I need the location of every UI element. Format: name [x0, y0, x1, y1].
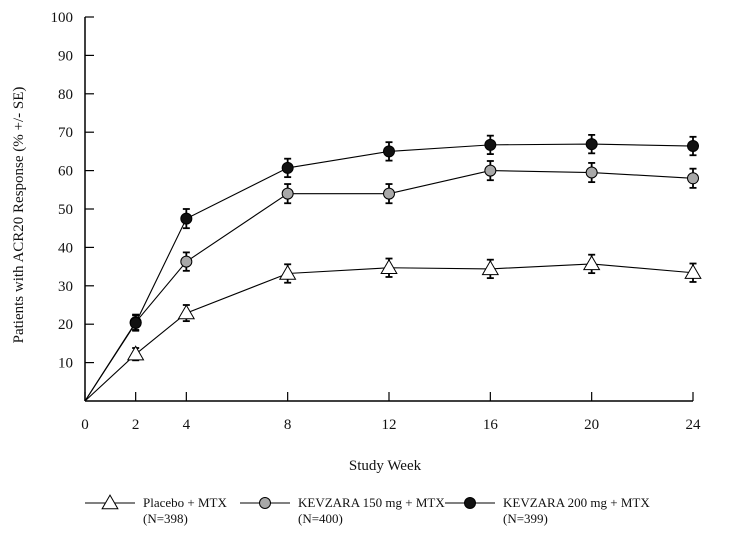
point-marker: [464, 497, 476, 509]
y-ticks: 10 20 30 40 50 60 70 80 90 100: [51, 10, 94, 372]
legend-label-kevzara-150: KEVZARA 150 mg + MTX: [298, 495, 445, 510]
x-ticks: 0 2 4 8 12 16 20 24: [81, 392, 701, 433]
y-tick-label: 80: [58, 87, 73, 103]
legend-item-kevzara-200: KEVZARA 200 mg + MTX (N=399): [445, 495, 650, 526]
point-marker: [177, 304, 196, 320]
x-axis-title: Study Week: [349, 458, 422, 474]
point-marker: [129, 317, 142, 330]
point-marker: [484, 164, 497, 177]
point-marker: [278, 264, 297, 280]
point-marker: [484, 138, 497, 151]
y-tick-label: 20: [58, 317, 73, 333]
y-axis-title: Patients with ACR20 Response (% +/- SE): [11, 87, 27, 344]
series-line: [84, 143, 694, 402]
x-tick-label: 4: [183, 417, 191, 433]
y-tick-label: 40: [58, 240, 73, 256]
x-tick-label: 16: [483, 417, 499, 433]
legend-symbol-kevzara-150: [240, 497, 290, 509]
point-marker: [180, 212, 193, 225]
x-tick-label: 20: [584, 417, 599, 433]
legend-item-kevzara-150: KEVZARA 150 mg + MTX (N=400): [240, 495, 445, 526]
point-marker: [684, 263, 702, 279]
point-marker: [281, 161, 294, 174]
y-tick-label: 70: [58, 125, 73, 141]
point-marker: [687, 172, 699, 185]
x-tick-label: 12: [382, 417, 397, 433]
legend: Placebo + MTX (N=398) KEVZARA 150 mg + M…: [85, 494, 650, 526]
point-marker: [380, 258, 398, 274]
legend-n-placebo: (N=398): [143, 511, 188, 526]
point-marker: [481, 260, 500, 276]
point-marker: [687, 140, 699, 153]
legend-n-kevzara-150: (N=400): [298, 511, 343, 526]
series-placebo: [84, 253, 702, 402]
point-marker: [259, 497, 271, 509]
point-marker: [582, 255, 601, 271]
x-tick-label: 0: [81, 417, 89, 433]
series-kevzara-200: [84, 133, 699, 402]
y-tick-label: 90: [58, 48, 73, 64]
x-tick-label: 24: [686, 417, 702, 433]
x-tick-label: 8: [284, 417, 292, 433]
legend-label-kevzara-200: KEVZARA 200 mg + MTX: [503, 495, 650, 510]
point-marker: [126, 345, 145, 361]
x-tick-label: 2: [132, 417, 140, 433]
point-marker: [180, 255, 193, 268]
point-marker: [383, 145, 395, 158]
legend-label-placebo: Placebo + MTX: [143, 495, 227, 510]
series-layer: [84, 133, 702, 402]
y-tick-label: 60: [58, 164, 73, 180]
series-line: [84, 263, 694, 402]
point-marker: [281, 187, 294, 200]
point-marker: [383, 187, 395, 200]
legend-item-placebo: Placebo + MTX (N=398): [85, 494, 227, 526]
point-marker: [585, 166, 598, 179]
legend-symbol-placebo: [85, 494, 135, 510]
series-kevzara-150: [84, 160, 699, 402]
point-marker: [101, 494, 119, 510]
y-tick-label: 30: [58, 279, 73, 295]
point-marker: [585, 138, 598, 151]
series-line: [84, 170, 694, 402]
legend-n-kevzara-200: (N=399): [503, 511, 548, 526]
legend-symbol-kevzara-200: [445, 497, 495, 509]
y-tick-label: 10: [58, 356, 73, 372]
y-tick-label: 100: [51, 10, 74, 26]
y-tick-label: 50: [58, 202, 73, 218]
